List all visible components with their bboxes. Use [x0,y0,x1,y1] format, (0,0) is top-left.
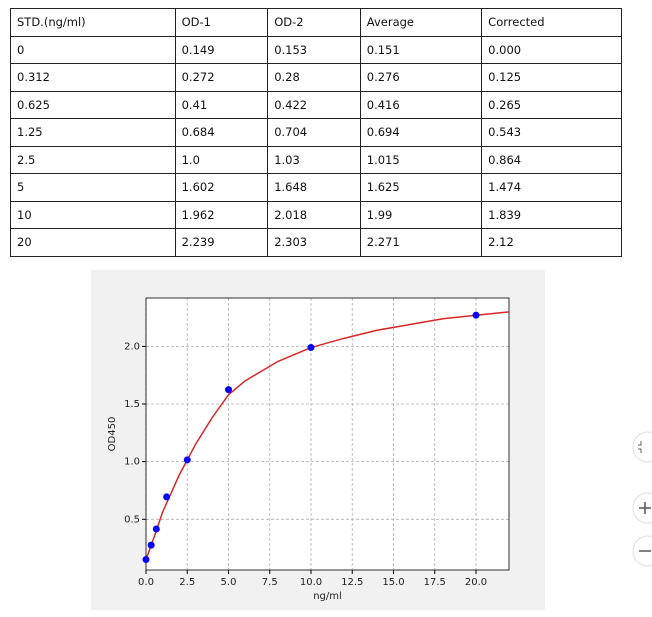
table-cell: 0.312 [10,63,176,92]
fit-button[interactable] [632,431,652,463]
table-row: 2.5 1.0 1.03 1.015 0.864 [10,145,622,174]
data-point [225,386,232,394]
table-cell: 1.625 [359,173,483,202]
table-cell: 20 [10,228,176,257]
table-cell: 0.272 [174,63,269,92]
table-cell: 0.543 [481,118,622,147]
table-cell: OD-2 [267,8,361,37]
table-cell: 0.000 [481,35,622,64]
table-cell: OD-1 [174,8,269,37]
table-cell: 1.602 [174,173,269,202]
table-cell: 2.5 [10,145,176,174]
table-row: 0 0.149 0.153 0.151 0.000 [10,35,622,64]
data-point [472,311,480,319]
table-cell: 5 [10,173,176,202]
x-tick-label: 0.0 [138,577,154,588]
x-tick-label: 17.5 [424,577,446,588]
table-cell: 2.018 [267,200,361,229]
table-cell: 2.239 [174,228,269,257]
data-point [152,525,160,533]
y-tick-label: 1.5 [124,399,140,410]
x-tick-label: 20.0 [465,577,487,588]
data-point [147,541,155,549]
table-cell: 0.704 [267,118,361,147]
table-cell: STD.(ng/ml) [10,8,176,37]
y-tick-label: 0.5 [124,514,140,525]
x-tick-label: 15.0 [382,577,404,588]
table-row: 0.625 0.41 0.422 0.416 0.265 [10,90,622,119]
table-row: 5 1.602 1.648 1.625 1.474 [10,173,622,202]
x-tick-label: 7.5 [262,577,278,588]
table-cell: 10 [10,200,176,229]
zoom-in-icon [639,502,651,514]
table-cell: 2.303 [267,228,361,257]
x-tick-label: 12.5 [341,577,363,588]
table-cell: 1.962 [174,200,269,229]
x-axis-label: ng/ml [313,591,342,602]
table-row: 1.25 0.684 0.704 0.694 0.543 [10,118,622,147]
plot-frame [145,297,510,571]
table-cell: 0.28 [267,63,361,92]
table-cell: 1.648 [267,173,361,202]
table-cell: 1.0 [174,145,269,174]
table-cell: 0.125 [481,63,622,92]
table-cell: 0.276 [359,63,483,92]
table-cell: 0.684 [174,118,269,147]
x-tick-label: 5.0 [221,577,237,588]
table-cell: 0.149 [174,35,269,64]
table-row: 10 1.962 2.018 1.99 1.839 [10,200,622,229]
table-cell: 1.015 [359,145,483,174]
plot-area [146,298,509,570]
table-cell: 2.271 [359,228,483,257]
x-tick-label: 2.5 [179,577,195,588]
zoom-controls[interactable]: 0.0 2.5 5.0 7.5 10.0 12.5 15.0 17.5 20.0 0.5 1.0 1.… [107,297,652,602]
table-cell: 1.474 [481,173,622,202]
table-cell: 0.41 [174,90,269,119]
table-cell: 1.25 [10,118,176,147]
header-row: STD.(ng/ml) OD-1 OD-2 Average Corrected [10,8,622,37]
data-point [142,556,150,564]
data-table: STD.(ng/ml) OD-1 OD-2 Average Corrected 0 0.14… [10,8,622,257]
table-cell: 0 [10,35,176,64]
table-cell: 0.864 [481,145,622,174]
fit-icon [638,441,642,453]
table-cell: 0.625 [10,90,176,119]
table-cell: 1.03 [267,145,361,174]
table-row: 20 2.239 2.303 2.271 2.12 [10,228,622,257]
table-cell: 0.153 [267,35,361,64]
table-cell: 0.151 [359,35,483,64]
table-cell: Corrected [481,8,622,37]
table-cell: Average [359,8,483,37]
table-cell: 0.416 [359,90,483,119]
table-cell: 0.422 [267,90,361,119]
table-cell: 0.265 [481,90,622,119]
table-cell: 0.694 [359,118,483,147]
y-tick-label: 2.0 [124,341,140,352]
y-tick-label: 1.0 [124,457,140,468]
table-cell: 2.12 [481,228,622,257]
table-row: 0.312 0.272 0.28 0.276 0.125 [10,63,622,92]
y-axis-label: OD450 [107,417,118,452]
fit-curve [146,311,509,560]
data-point [307,344,315,352]
table-cell: 1.99 [359,200,483,229]
table-cell: 1.839 [481,200,622,229]
data-point [183,456,191,464]
x-tick-label: 10.0 [300,577,322,588]
data-point [163,493,171,501]
